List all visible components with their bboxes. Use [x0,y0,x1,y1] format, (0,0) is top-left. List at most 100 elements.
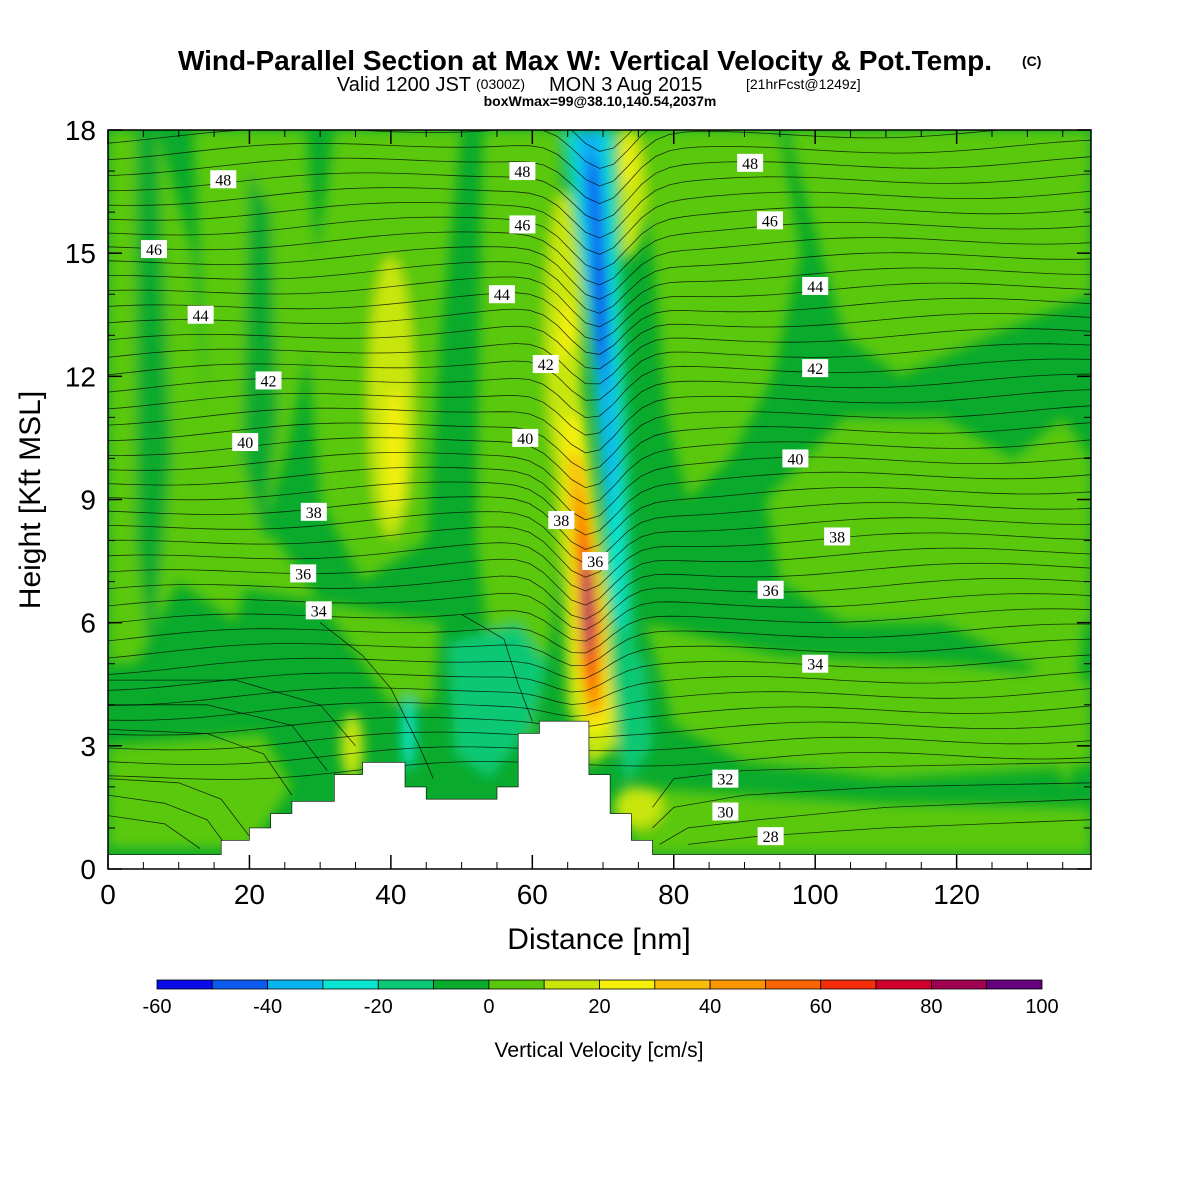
contour-label-box [756,211,783,230]
forecast-info: [21hrFcst@1249z] [746,76,861,92]
contour-label-box [290,564,317,583]
contour-line [108,456,1091,521]
contour-label-text: 42 [538,357,554,374]
contour-label: 34 [305,601,332,620]
contour-line [108,487,1091,550]
contour-label-box [488,285,515,304]
contour-label: 34 [802,654,829,674]
colorbar-swatch [765,979,822,990]
contour-line [108,343,1091,401]
y-tick-label: 18 [65,115,96,146]
velocity-region [595,257,604,365]
valid-time: Valid 1200 JST [337,74,471,96]
contour-label-text: 48 [514,164,530,181]
contour-label: 46 [509,215,536,234]
contour-line [108,422,1091,489]
contour-line [108,815,201,849]
colorbar-labels: -60 -40 -20 0 20 40 60 80 100 [143,996,1059,1018]
contour-label-text: 32 [717,772,733,789]
contour-label-text: 42 [261,373,277,390]
contour-line [652,782,1091,829]
colorbar-swatch [875,979,932,990]
contour-label-text: 40 [237,435,253,452]
colorbar [156,979,1043,990]
velocity-region [617,622,653,779]
contour-label-text: 46 [762,213,778,230]
contour-line [319,622,434,779]
x-tick-label: 120 [933,879,980,910]
contour-label-text: 46 [514,217,530,234]
contour-line [108,751,1091,780]
contour-line [108,517,1091,578]
contour-line [108,721,1091,751]
colorbar-label: -20 [364,996,393,1018]
velocity-region [585,565,592,656]
contour-label: 42 [255,371,282,390]
contour-label: 36 [757,580,784,600]
velocity-region [340,712,364,779]
colorbar-swatch [709,979,766,990]
colorbar-swatch [322,979,379,990]
contour-line [108,471,1091,536]
contour-line [108,729,293,796]
contour-line [108,688,1091,721]
y-axis-label: Height [Kft MSL] [14,391,47,609]
contour-label-text: 28 [763,829,779,846]
contour-line [108,206,1091,271]
contour-line [108,267,1091,328]
colorbar-label: 80 [920,996,942,1018]
valid-date: MON 3 Aug 2015 [549,74,702,96]
contour-label-box [737,153,764,172]
y-tick-label: 9 [80,485,96,516]
contour-label-text: 40 [787,451,803,468]
contour-label: 32 [712,769,739,789]
y-tick-label: 3 [80,731,96,762]
contour-label-text: 34 [311,603,327,620]
colorbar-swatch [433,979,490,990]
contour-label-box [512,428,539,447]
contour-label-box [187,305,214,324]
contour-line [108,623,1091,667]
potential-temperature-contours [108,130,1091,849]
x-tick-label: 40 [375,879,406,910]
contour-label-box [509,215,536,234]
contour-label: 42 [802,359,829,378]
contour-label-box [757,580,784,599]
x-tick-labels: 0 20 40 60 80 100 120 [100,879,980,910]
contour-label-text: 36 [295,566,311,583]
contour-label: 48 [737,153,764,173]
plot-area: 48 48 48 46 46 46 44 44 44 42 42 42 40 40 40 38 38 38 36 36… [108,130,1091,869]
contour-line [108,389,1091,454]
contour-label: 46 [756,211,783,230]
colorbar-swatch [211,979,269,990]
contour-line [108,671,1091,706]
contour-label-box [802,359,829,378]
contour-line [108,173,1091,239]
contour-label-text: 34 [807,657,823,674]
contour-label-box [305,601,332,620]
contour-line [108,705,1091,736]
contour-line [108,547,1091,606]
contour-line [108,190,1091,255]
contour-label: 44 [488,285,515,304]
colorbar-swatch [488,979,545,990]
contour-line [108,252,1091,314]
contour-label-box [300,502,327,521]
colorbar-swatch [820,979,877,990]
y-tick-label: 0 [80,854,96,885]
contour-label-text: 44 [807,279,823,296]
contour-line [659,798,1091,845]
contour-line [108,222,1091,286]
contour-label-text: 36 [763,583,779,600]
contour-label: 40 [232,433,259,452]
contour-line [108,562,1091,620]
velocity-region [207,499,441,705]
contour-line [108,297,1091,355]
x-tick-label: 80 [658,879,689,910]
contour-line [108,439,1091,505]
colorbar-label: 60 [810,996,832,1018]
x-axis-label: Distance [nm] [507,923,690,956]
contour-label: 38 [548,511,575,530]
contour-line [108,578,1091,631]
velocity-region [402,696,415,771]
